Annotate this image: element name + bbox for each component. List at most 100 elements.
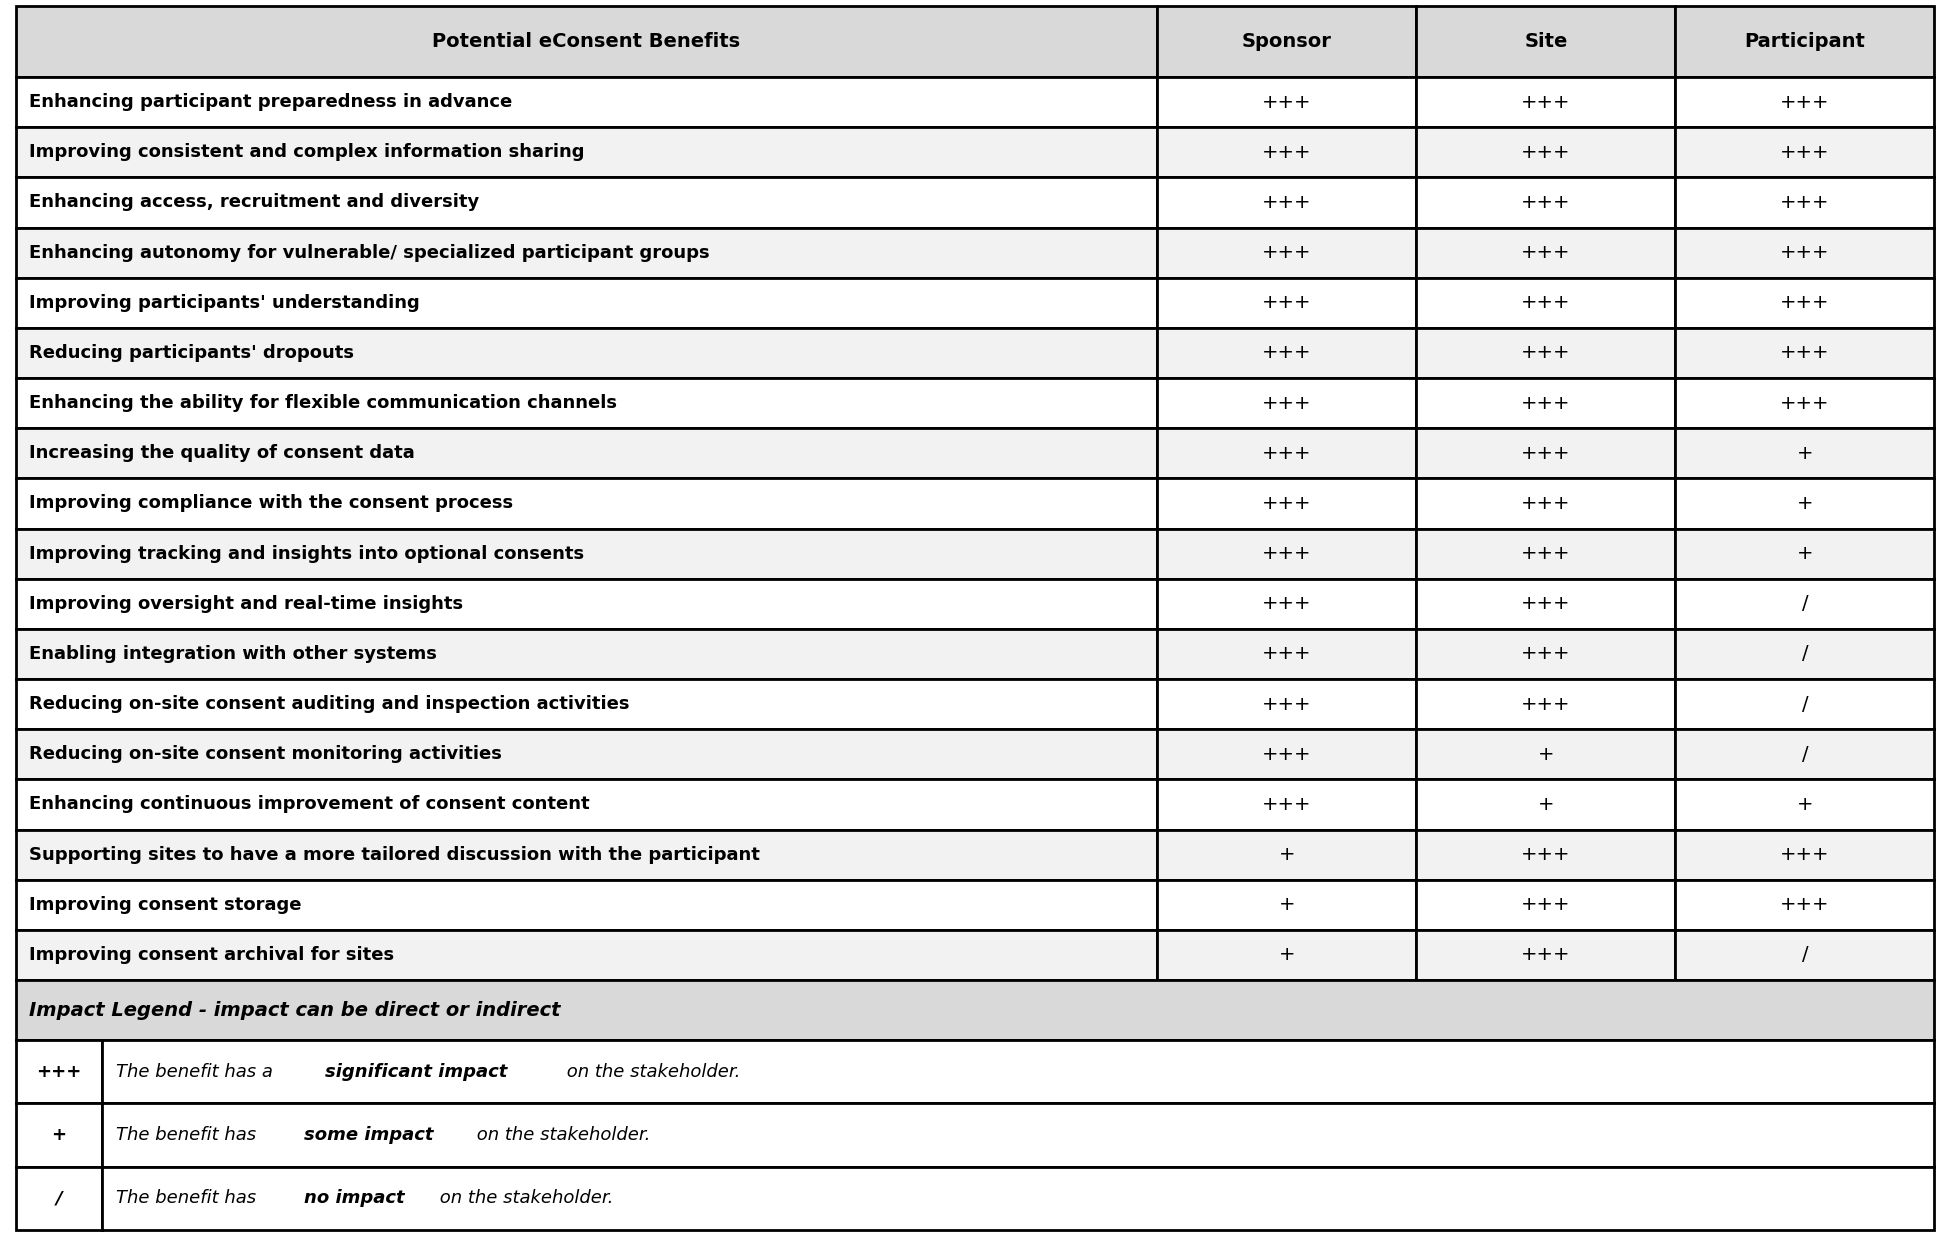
Text: Potential eConsent Benefits: Potential eConsent Benefits — [433, 32, 741, 51]
Bar — [1156, 780, 1416, 829]
Text: +++: +++ — [1521, 845, 1570, 864]
Bar — [1675, 729, 1934, 780]
Bar — [16, 127, 1156, 178]
Text: +++: +++ — [1780, 344, 1829, 362]
Text: +++: +++ — [1262, 745, 1312, 764]
Bar — [1675, 578, 1934, 629]
Text: Impact Legend - impact can be direct or indirect: Impact Legend - impact can be direct or … — [29, 1001, 562, 1020]
Bar — [1416, 679, 1675, 729]
Text: Improving oversight and real-time insights: Improving oversight and real-time insigh… — [29, 595, 464, 613]
Bar — [1675, 929, 1934, 980]
Bar — [101, 1167, 1934, 1230]
Text: +++: +++ — [1521, 243, 1570, 262]
Bar — [1156, 929, 1416, 980]
Text: Improving compliance with the consent process: Improving compliance with the consent pr… — [29, 494, 513, 513]
Bar — [1416, 127, 1675, 178]
Text: +++: +++ — [1262, 444, 1312, 462]
Bar — [1416, 6, 1675, 77]
Text: no impact: no impact — [304, 1189, 404, 1208]
Bar — [1156, 328, 1416, 378]
Text: +++: +++ — [1521, 143, 1570, 162]
Text: +++: +++ — [1262, 293, 1312, 313]
Text: Enhancing participant preparedness in advance: Enhancing participant preparedness in ad… — [29, 93, 513, 111]
Text: +++: +++ — [1780, 243, 1829, 262]
Bar — [1416, 729, 1675, 780]
Text: +++: +++ — [1262, 143, 1312, 162]
Bar — [1675, 478, 1934, 529]
Bar — [16, 6, 1156, 77]
Bar — [1156, 278, 1416, 328]
Text: +++: +++ — [1262, 243, 1312, 262]
Text: /: / — [1802, 644, 1808, 664]
Bar — [1416, 378, 1675, 428]
Text: Supporting sites to have a more tailored discussion with the participant: Supporting sites to have a more tailored… — [29, 845, 760, 864]
Text: +++: +++ — [1521, 895, 1570, 915]
Bar — [101, 1039, 1934, 1104]
Text: Enabling integration with other systems: Enabling integration with other systems — [29, 645, 437, 662]
Text: Improving consent storage: Improving consent storage — [29, 896, 302, 913]
Text: +++: +++ — [1262, 344, 1312, 362]
Text: +++: +++ — [1521, 695, 1570, 713]
Text: +: + — [51, 1126, 66, 1145]
Bar — [1416, 780, 1675, 829]
Text: Improving consistent and complex information sharing: Improving consistent and complex informa… — [29, 143, 585, 162]
Text: +++: +++ — [1521, 946, 1570, 964]
Bar — [16, 880, 1156, 929]
Bar — [16, 1104, 101, 1167]
Text: +++: +++ — [1521, 344, 1570, 362]
Text: +++: +++ — [1521, 644, 1570, 664]
Text: /: / — [1802, 745, 1808, 764]
Bar — [1675, 328, 1934, 378]
Bar — [1675, 829, 1934, 880]
Text: +: + — [1539, 745, 1554, 764]
Bar — [1156, 629, 1416, 679]
Text: Reducing on-site consent auditing and inspection activities: Reducing on-site consent auditing and in… — [29, 695, 630, 713]
Bar — [1156, 478, 1416, 529]
Text: Increasing the quality of consent data: Increasing the quality of consent data — [29, 444, 415, 462]
Text: +++: +++ — [1780, 845, 1829, 864]
Text: +++: +++ — [1780, 293, 1829, 313]
Bar — [16, 980, 1934, 1039]
Bar — [1156, 529, 1416, 578]
Bar — [16, 729, 1156, 780]
Text: /: / — [1802, 595, 1808, 613]
Bar — [16, 428, 1156, 478]
Bar — [1156, 880, 1416, 929]
Bar — [16, 529, 1156, 578]
Text: +++: +++ — [1262, 595, 1312, 613]
Bar — [1156, 829, 1416, 880]
Text: +++: +++ — [1780, 143, 1829, 162]
Bar — [1675, 127, 1934, 178]
Text: +++: +++ — [1521, 444, 1570, 462]
Text: +++: +++ — [1780, 93, 1829, 111]
Text: some impact: some impact — [304, 1126, 433, 1145]
Text: Participant: Participant — [1745, 32, 1866, 51]
Text: Sponsor: Sponsor — [1242, 32, 1332, 51]
Bar — [1156, 729, 1416, 780]
Text: +++: +++ — [1521, 393, 1570, 413]
Text: Enhancing access, recruitment and diversity: Enhancing access, recruitment and divers… — [29, 194, 480, 211]
Bar — [1416, 929, 1675, 980]
Bar — [1416, 178, 1675, 227]
Bar — [16, 578, 1156, 629]
Text: +++: +++ — [1262, 393, 1312, 413]
Bar — [1156, 679, 1416, 729]
Bar — [1675, 6, 1934, 77]
Text: on the stakeholder.: on the stakeholder. — [562, 1063, 741, 1080]
Bar — [1416, 478, 1675, 529]
Text: The benefit has: The benefit has — [115, 1189, 261, 1208]
Text: significant impact: significant impact — [326, 1063, 507, 1080]
Text: +: + — [1796, 544, 1814, 564]
Text: +: + — [1796, 494, 1814, 513]
Bar — [1156, 178, 1416, 227]
Bar — [1416, 829, 1675, 880]
Bar — [101, 1104, 1934, 1167]
Bar — [16, 328, 1156, 378]
Text: on the stakeholder.: on the stakeholder. — [433, 1189, 612, 1208]
Text: Improving consent archival for sites: Improving consent archival for sites — [29, 946, 394, 964]
Bar — [1416, 629, 1675, 679]
Text: The benefit has a: The benefit has a — [115, 1063, 279, 1080]
Text: +++: +++ — [1521, 293, 1570, 313]
Text: +: + — [1796, 795, 1814, 815]
Text: Reducing on-site consent monitoring activities: Reducing on-site consent monitoring acti… — [29, 745, 503, 764]
